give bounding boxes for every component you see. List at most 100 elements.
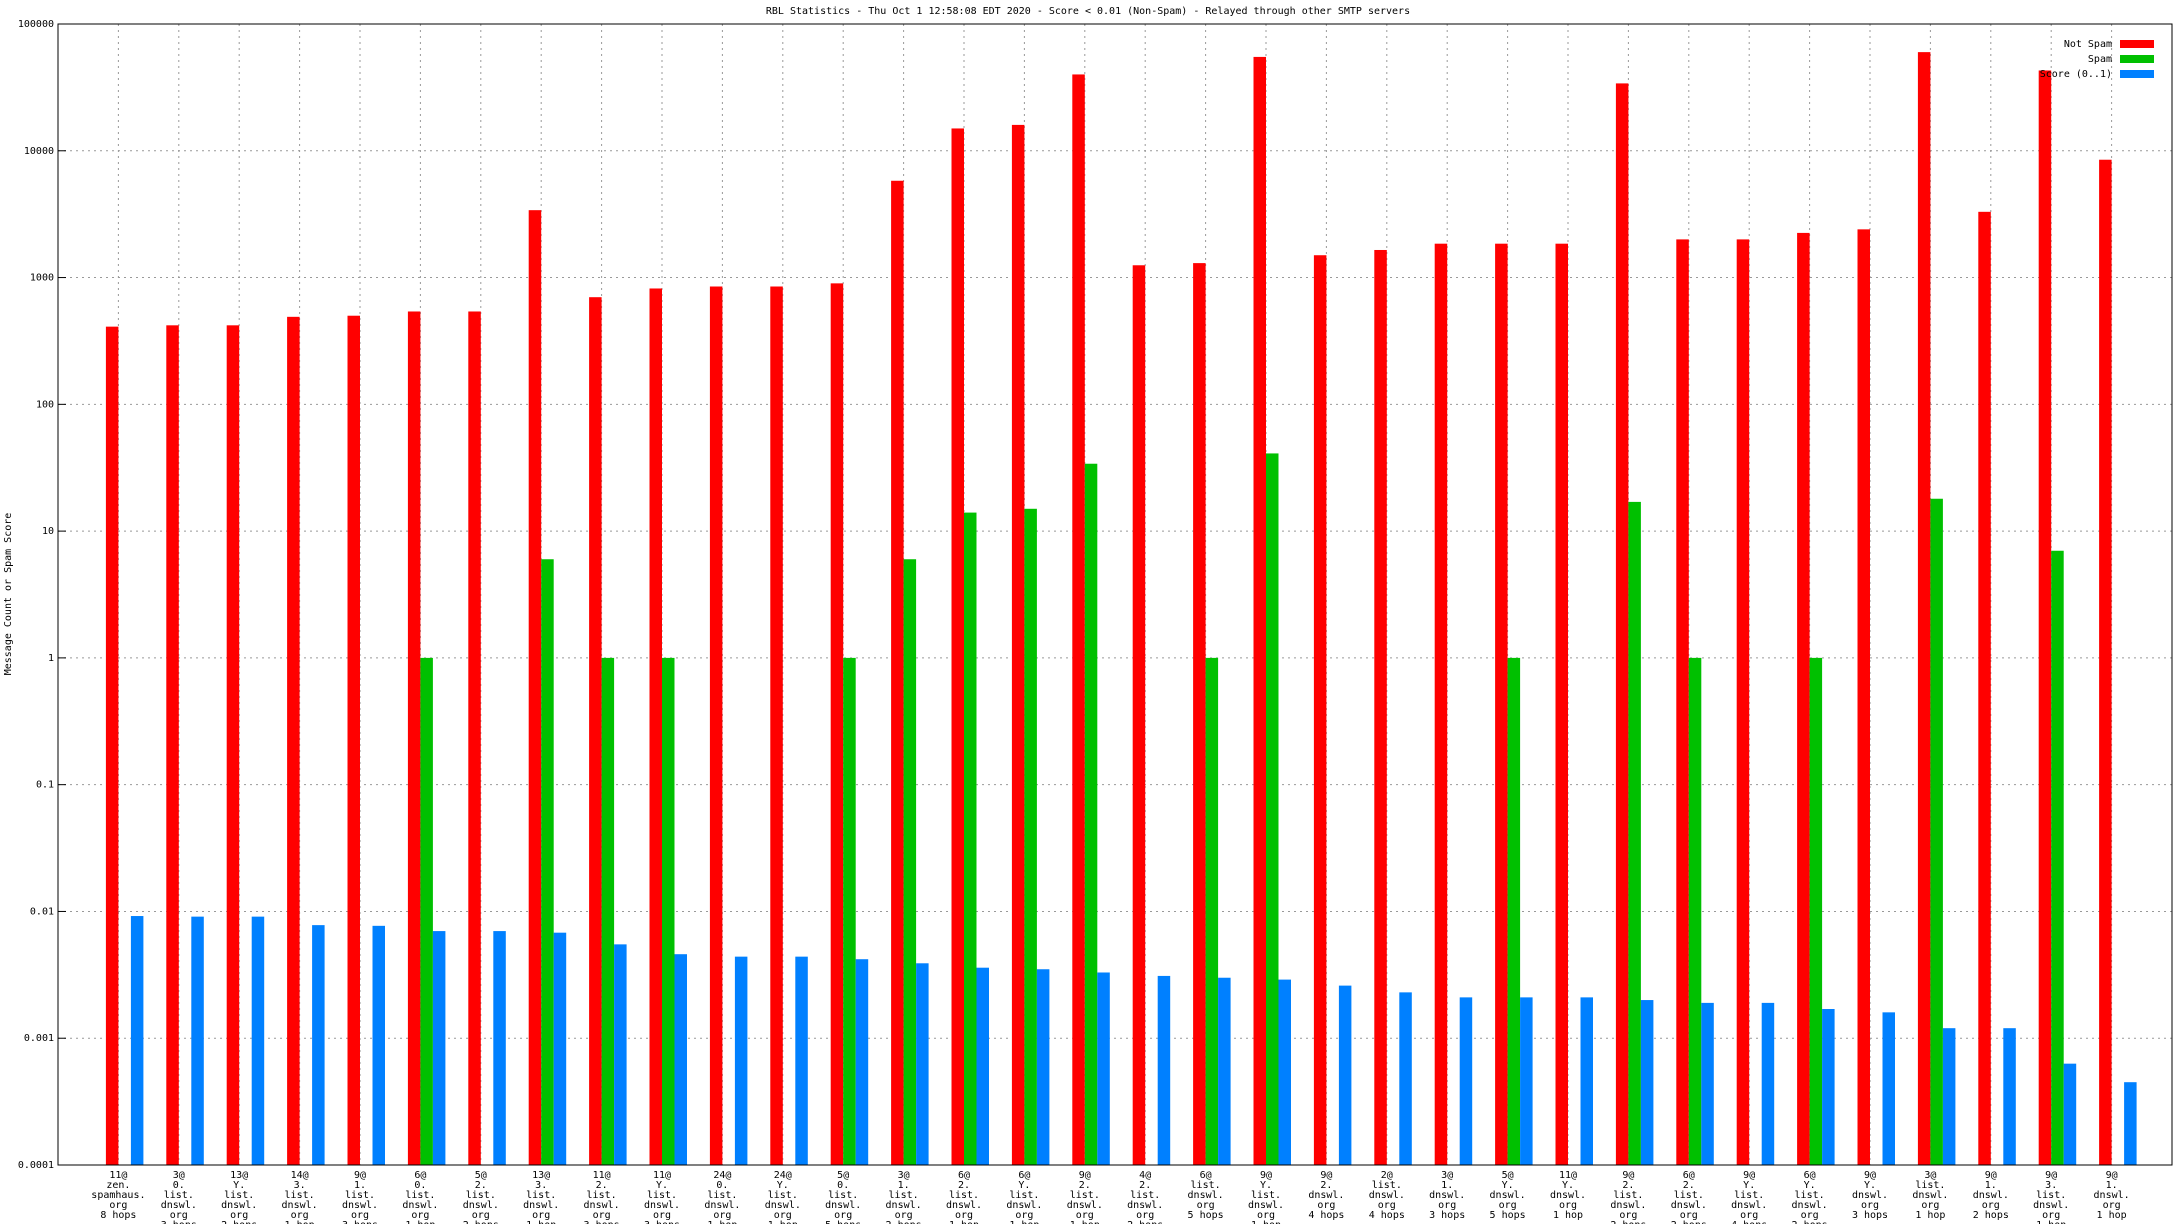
x-tick-label-line: dnswl.	[1369, 1190, 1405, 1201]
bar	[493, 931, 506, 1165]
bar	[1205, 657, 1219, 1165]
bar	[1761, 1002, 1775, 1165]
x-tick-label-line: list.	[1070, 1190, 1100, 1201]
x-tick-label-line: dnswl.	[523, 1200, 559, 1211]
x-tick-label: 3@ 1. dnswl. org 3 hops	[1429, 1170, 1465, 1221]
x-tick-label-line: list.	[1009, 1190, 1039, 1201]
x-tick-label-line: 3.	[535, 1180, 547, 1191]
x-tick-label-line: 2.	[475, 1180, 487, 1191]
bar	[2099, 159, 2112, 1165]
bar	[420, 657, 433, 1165]
x-tick-label-line: 9@	[1864, 1170, 1876, 1181]
bar	[1459, 997, 1473, 1165]
legend-swatch	[2120, 55, 2154, 63]
x-tick-label-line: 14@	[291, 1170, 309, 1181]
x-tick-label-line: org	[1801, 1210, 1819, 1221]
x-tick-label-line: 3 hops	[342, 1220, 378, 1224]
x-tick-label-line: 1 hop	[1070, 1220, 1100, 1224]
bar	[1218, 977, 1231, 1165]
bar	[1036, 969, 1050, 1165]
y-tick-label: 100000	[18, 19, 54, 30]
x-tick-label-line: org	[2042, 1210, 2060, 1221]
x-tick-label-line: 3.	[2045, 1180, 2057, 1191]
x-tick-label-line: 0.	[716, 1180, 728, 1191]
bar	[2038, 70, 2052, 1166]
bar	[1434, 243, 1448, 1166]
x-tick-label-line: 5 hops	[825, 1220, 861, 1224]
x-tick-label-line: list.	[768, 1190, 798, 1201]
x-tick-label-line: list.	[1613, 1190, 1643, 1201]
x-tick-label-line: dnswl.	[1429, 1190, 1465, 1201]
bar	[1399, 992, 1412, 1165]
x-tick-label-line: dnswl.	[1731, 1200, 1767, 1211]
bar	[1374, 249, 1387, 1166]
x-tick-label-line: 9@	[1320, 1170, 1332, 1181]
x-tick-label-line: 1 hop	[405, 1220, 435, 1224]
x-tick-label-line: 24@	[713, 1170, 731, 1181]
bar	[1266, 453, 1279, 1166]
x-tick-label-line: 2.	[958, 1180, 970, 1191]
x-tick-label-line: dnswl.	[584, 1200, 620, 1211]
x-tick-label-line: 9@	[354, 1170, 366, 1181]
x-tick-label-line: dnswl.	[1912, 1190, 1948, 1201]
plot-border	[57, 23, 2173, 1166]
x-tick-label-line: 2 hops	[886, 1220, 922, 1224]
x-tick-label-line: dnswl.	[402, 1200, 438, 1211]
x-tick-label-line: 5@	[1502, 1170, 1514, 1181]
x-tick-label-line: list.	[889, 1190, 919, 1201]
bar	[2124, 1082, 2137, 1165]
bar	[528, 210, 542, 1165]
bar	[903, 559, 917, 1165]
x-tick-label-line: list.	[466, 1190, 496, 1201]
bar	[1084, 463, 1098, 1165]
x-tick-label-line: 3 hops	[161, 1220, 197, 1224]
x-tick-label-line: list.	[405, 1190, 435, 1201]
x-tick-label-line: 2.	[596, 1180, 608, 1191]
x-tick-label: 11@ zen. spamhaus. org 8 hops	[91, 1170, 145, 1221]
x-tick-label-line: dnswl.	[1610, 1200, 1646, 1211]
x-tick-label: 9@ 1. dnswl. org 2 hops	[1973, 1170, 2009, 1221]
x-tick-label-line: dnswl.	[825, 1200, 861, 1211]
x-tick-label-line: dnswl.	[2094, 1190, 2130, 1201]
bar	[1132, 265, 1146, 1165]
x-tick-label-line: org	[653, 1210, 671, 1221]
bar	[226, 325, 240, 1165]
bar	[1520, 997, 1533, 1165]
bar	[1978, 211, 1991, 1165]
x-tick-label-line: dnswl.	[946, 1200, 982, 1211]
bar	[1882, 1012, 1895, 1165]
x-tick-label-line: 2.	[1320, 1180, 1332, 1191]
x-tick-label-line: list.	[707, 1190, 737, 1201]
x-tick-label-line: dnswl.	[282, 1200, 318, 1211]
x-tick-label-line: 1.	[354, 1180, 366, 1191]
bar	[1822, 1009, 1835, 1165]
x-tick-label-line: list.	[587, 1190, 617, 1201]
x-tick-label-line: org	[713, 1210, 731, 1221]
x-tick-label-line: 1.	[2106, 1180, 2118, 1191]
y-tick-label: 0.01	[30, 906, 54, 917]
bar	[105, 326, 119, 1165]
x-tick-label-line: 1 hop	[1553, 1210, 1583, 1221]
bar	[312, 925, 325, 1165]
x-tick-label-line: dnswl.	[1490, 1190, 1526, 1201]
bar	[1701, 1002, 1714, 1165]
x-tick-label-line: 1 hop	[2097, 1210, 2127, 1221]
x-tick-label-line: 2 hops	[221, 1220, 257, 1224]
x-tick-label-line: 0.	[173, 1180, 185, 1191]
x-tick-label-line: 4 hops	[1308, 1210, 1344, 1221]
x-tick-label-line: 1.	[1441, 1180, 1453, 1191]
bar	[347, 315, 360, 1165]
x-tick-label-line: 11@	[109, 1170, 127, 1181]
x-tick-label-line: dnswl.	[704, 1200, 740, 1211]
x-tick-label-line: list.	[1674, 1190, 1704, 1201]
bar	[1495, 243, 1508, 1166]
x-tick-label-line: org	[2103, 1200, 2121, 1211]
